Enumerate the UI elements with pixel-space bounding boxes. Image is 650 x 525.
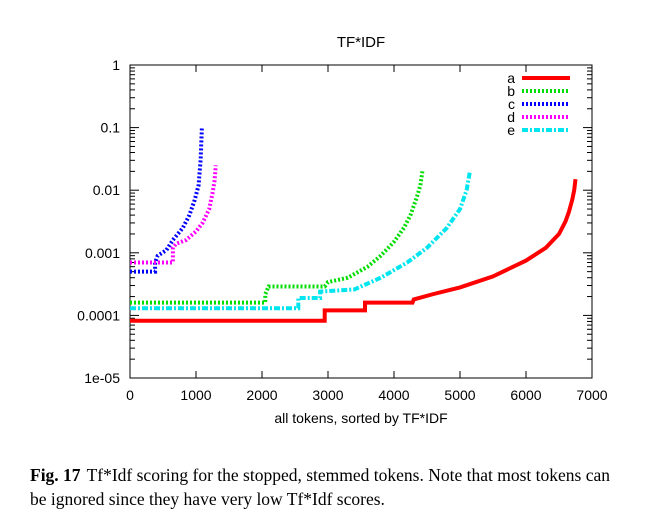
series-line-c	[130, 127, 204, 274]
chart-title: TF*IDF	[337, 34, 385, 51]
x-tick-label: 5000	[444, 387, 475, 403]
figure-caption: Fig. 17 Tf*Idf scoring for the stopped, s…	[30, 463, 630, 511]
y-tick-label: 1e-05	[84, 370, 120, 386]
x-tick-label: 1000	[180, 387, 211, 403]
x-tick-label: 7000	[576, 387, 607, 403]
y-tick-label: 0.0001	[77, 307, 120, 323]
legend-label-c: c	[508, 96, 515, 112]
legend-label-d: d	[507, 109, 515, 125]
series-line-e	[130, 171, 472, 311]
x-axis-label: all tokens, sorted by TF*IDF	[274, 410, 447, 426]
y-tick-label: 0.001	[85, 245, 120, 261]
x-tick-label: 2000	[246, 387, 277, 403]
figure-caption-label: Fig. 17	[30, 465, 81, 485]
legend-label-a: a	[507, 70, 515, 86]
legend-label-b: b	[507, 83, 515, 99]
y-tick-label: 1	[112, 57, 120, 73]
series-line-b	[130, 171, 425, 305]
x-tick-label: 6000	[510, 387, 541, 403]
x-tick-label: 4000	[378, 387, 409, 403]
plot-frame	[129, 64, 593, 379]
series-line-a	[130, 178, 578, 323]
x-tick-label: 0	[126, 387, 134, 403]
y-tick-label: 0.1	[101, 120, 121, 136]
legend-label-e: e	[507, 122, 515, 138]
chart: TF*IDF 0 1000 2000 3000 4000 5000 6000 7000 1e-0…	[77, 34, 608, 426]
figure-caption-text: Tf*Idf scoring for the stopped, stemmed …	[30, 465, 610, 509]
plot-area: 0 1000 2000 3000 4000 5000 6000 7000 1e-05 0.0001…	[77, 57, 608, 403]
x-tick-label: 3000	[312, 387, 343, 403]
series-line-d	[130, 165, 218, 265]
y-tick-label: 0.01	[93, 182, 120, 198]
